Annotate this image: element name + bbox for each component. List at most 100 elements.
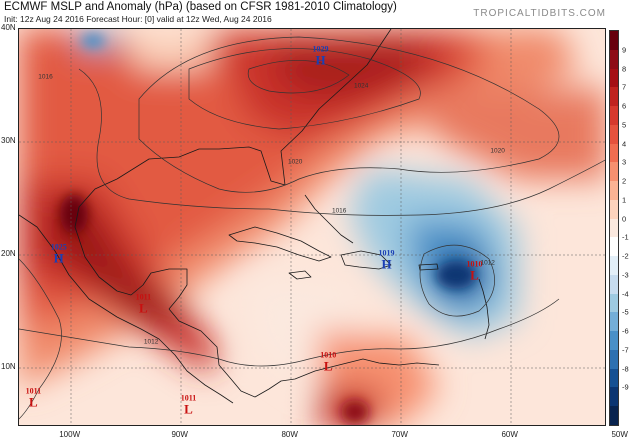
colorbar-segment <box>610 406 618 426</box>
colorbar-segment <box>610 31 618 51</box>
pressure-letter: L <box>184 401 193 417</box>
cuba <box>228 226 332 262</box>
colorbar-tick-label: 0 <box>622 214 627 224</box>
pressure-value: 1010 <box>320 350 337 360</box>
pressure-value: 1010 <box>466 259 483 269</box>
longitude-label: 50W <box>611 430 628 439</box>
isobar-1012-low <box>419 244 495 317</box>
latitude-label: 20N <box>1 249 16 258</box>
isobar-1016 <box>78 68 605 216</box>
longitude-label: 90W <box>171 430 188 439</box>
colorbar-tick-label: 9 <box>622 45 627 55</box>
colorbar-segment <box>610 68 618 88</box>
pressure-letter: L <box>323 358 333 374</box>
colorbar-segment <box>610 331 618 351</box>
pressure-letter: H <box>381 256 392 272</box>
low-pressure-marker: 1010 L <box>320 350 337 374</box>
colorbar-tick-label: -4 <box>622 289 629 299</box>
gulf-mexico-west-coast <box>74 178 132 296</box>
colorbar-tick-label: -5 <box>622 307 629 317</box>
colorbar-segment <box>610 199 618 220</box>
pressure-value: 1011 <box>25 386 42 395</box>
pressure-value: 1029 <box>312 44 329 54</box>
us-atlantic-coast <box>116 29 392 186</box>
colorbar-tick-label: -9 <box>622 382 629 392</box>
puerto-rico <box>418 263 439 271</box>
isobar-label: 1020 <box>490 147 505 155</box>
latitude-label: 40N <box>1 23 16 32</box>
bahamas <box>304 194 354 244</box>
low-pressure-marker: 1011 L <box>180 393 197 417</box>
high-pressure-marker: 1025 H <box>50 242 67 266</box>
colorbar-segment <box>610 274 618 295</box>
map-header: ECMWF MSLP and Anomaly (hPa) (based on C… <box>0 0 640 26</box>
isobar-1012 <box>19 298 560 367</box>
colorbar-tick-label: -6 <box>622 326 629 336</box>
yucatan-coast <box>130 268 188 310</box>
hispaniola <box>340 250 392 270</box>
map-title: ECMWF MSLP and Anomaly (hPa) (based on C… <box>4 1 397 13</box>
high-pressure-marker: 1029 H <box>312 44 329 68</box>
coastlines <box>19 29 490 404</box>
latitude-label: 10N <box>1 362 16 371</box>
colorbar-segment <box>610 218 618 238</box>
isobar-1028 <box>247 59 350 94</box>
pressure-letter: H <box>53 250 64 266</box>
low-pressure-marker: 1011 L <box>25 386 42 409</box>
colorbar-tick-label: 6 <box>622 101 627 111</box>
colorbar-tick-label: 4 <box>622 139 627 149</box>
longitude-label: 100W <box>59 430 81 439</box>
colorbar-tick-label: -7 <box>622 345 629 355</box>
colorbar-segment <box>610 387 618 407</box>
lesser-antilles <box>478 278 490 340</box>
colorbar-segment <box>610 349 618 370</box>
pressure-letter: L <box>470 267 479 283</box>
low-pressure-marker: 1011 L <box>135 292 152 315</box>
colorbar-tick-label: -8 <box>622 364 629 374</box>
colorbar-segment <box>610 256 618 276</box>
colorbar-segment <box>610 181 618 201</box>
pressure-value: 1011 <box>135 292 152 302</box>
anomaly-colorbar <box>609 30 619 426</box>
jamaica <box>288 270 312 280</box>
isobar-label: 1020 <box>287 158 303 166</box>
colorbar-tick-label: -1 <box>622 232 629 242</box>
colorbar-segment <box>610 237 618 257</box>
high-pressure-marker: 1019 H <box>378 248 395 272</box>
colorbar-tick-label: -3 <box>622 270 629 280</box>
colorbar-tick-label: 7 <box>622 82 627 92</box>
colorbar-segment <box>610 162 618 182</box>
colorbar-tick-label: -2 <box>622 251 629 261</box>
pressure-value: 1025 <box>50 242 67 252</box>
colorbar-tick-label: 5 <box>622 120 627 130</box>
pacific-coast <box>19 214 234 404</box>
longitude-label: 80W <box>281 430 298 439</box>
colorbar-tick-label: 3 <box>622 157 627 167</box>
brand-watermark: TROPICALTIDBITS.COM <box>473 8 606 19</box>
anomaly-map <box>18 28 606 426</box>
anomaly-field <box>19 29 605 425</box>
colorbar-segment <box>610 293 618 313</box>
pressure-value: 1019 <box>378 248 395 258</box>
latitude-label: 30N <box>1 136 16 145</box>
isobar-label: 1024 <box>353 82 369 90</box>
pressure-value: 1011 <box>180 393 197 403</box>
pressure-letter: H <box>315 52 326 68</box>
colorbar-tick-label: 8 <box>622 64 627 74</box>
isobar-label: 1016 <box>38 73 53 81</box>
map-subtitle: Init: 12z Aug 24 2016 Forecast Hour: [0]… <box>4 14 272 24</box>
anomaly-detail <box>60 34 476 424</box>
central-america-caribbean-coast <box>168 308 440 398</box>
graticule <box>19 29 605 425</box>
colorbar-segment <box>610 143 618 163</box>
colorbar-segment <box>610 87 618 107</box>
isobars <box>19 36 605 420</box>
isobar-label: 1016 <box>331 207 347 215</box>
isobar-1024 <box>188 48 421 130</box>
colorbar-segment <box>610 49 618 69</box>
colorbar-segment <box>610 368 618 388</box>
longitude-label: 60W <box>501 430 518 439</box>
colorbar-tick-label: 2 <box>622 176 627 186</box>
colorbar-segment <box>610 106 618 126</box>
pressure-letter: L <box>29 394 38 409</box>
